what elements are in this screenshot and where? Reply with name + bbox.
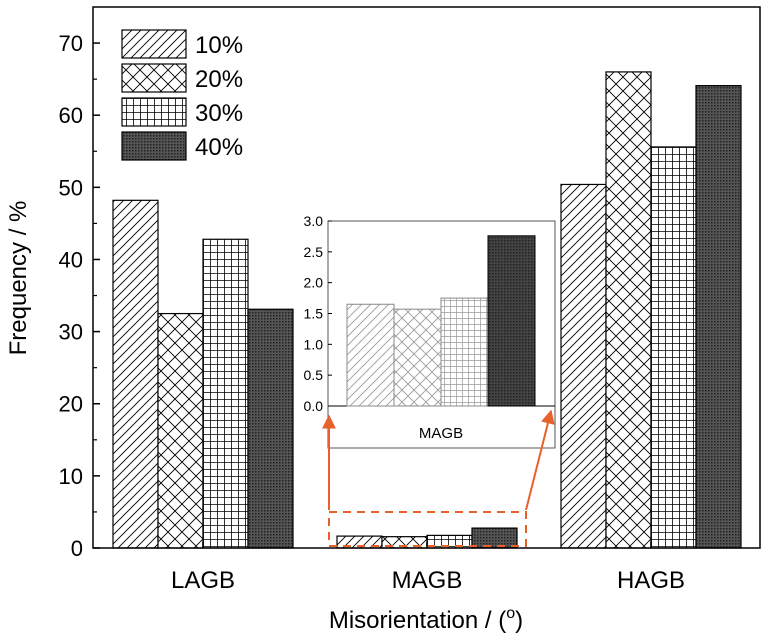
bar-lagb-2 xyxy=(202,238,249,549)
main-axes: 0 10 20 30 40 50 60 70 LAGB MAGB HAGB Misorientatio… xyxy=(5,6,761,634)
inset-bar-1 xyxy=(393,308,442,407)
main-bars xyxy=(112,71,742,549)
legend-swatch xyxy=(121,97,187,127)
inset-y-tick-label: 2.0 xyxy=(304,275,324,291)
bar-hagb-1 xyxy=(605,71,652,549)
y-tick-label: 50 xyxy=(59,175,83,200)
legend-swatch xyxy=(121,131,187,161)
inset-bar-2 xyxy=(440,297,489,407)
bar-hagb-2 xyxy=(650,146,697,549)
inset-y-tick-label: 0.5 xyxy=(304,367,324,383)
legend-label: 40% xyxy=(195,134,243,161)
legend-swatch xyxy=(121,63,187,93)
inset-y-tick-label: 0.0 xyxy=(304,398,324,414)
inset-y-tick-label: 1.0 xyxy=(304,336,324,352)
inset-chart: 0.0 0.5 1.0 1.5 2.0 2.5 3.0 MAGB xyxy=(304,213,556,547)
inset-y-tick-label: 2.5 xyxy=(304,244,324,260)
y-tick-label: 10 xyxy=(59,464,83,489)
legend-label: 20% xyxy=(195,66,243,93)
zoom-arrow-right xyxy=(525,409,555,511)
bar-magb-3 xyxy=(471,527,518,549)
inset-bar-3 xyxy=(487,235,536,407)
inset-bar-0 xyxy=(346,303,395,407)
x-category-label: MAGB xyxy=(392,567,463,594)
y-tick-label: 30 xyxy=(59,320,83,345)
bar-hagb-3 xyxy=(695,85,742,549)
inset-y-tick-label: 3.0 xyxy=(304,213,324,229)
y-tick-label: 20 xyxy=(59,392,83,417)
legend: 10% 20% 30% 40% xyxy=(121,29,243,161)
bar-hagb-0 xyxy=(560,183,607,549)
y-axis-title: Frequency / % xyxy=(5,201,32,356)
legend-label: 10% xyxy=(195,32,243,59)
y-tick-label: 60 xyxy=(59,103,83,128)
inset-category-label: MAGB xyxy=(419,425,463,442)
x-category-label: LAGB xyxy=(171,567,235,594)
legend-swatch xyxy=(121,29,187,59)
y-tick-label: 40 xyxy=(59,247,83,272)
legend-label: 30% xyxy=(195,100,243,127)
x-axis-title: Misorientation / (o) xyxy=(329,605,523,634)
bar-lagb-0 xyxy=(112,199,159,549)
y-tick-label: 70 xyxy=(59,31,83,56)
x-category-label: HAGB xyxy=(617,567,685,594)
inset-y-tick-label: 1.5 xyxy=(304,306,324,322)
y-tick-label: 0 xyxy=(71,536,83,561)
bar-lagb-3 xyxy=(247,308,294,549)
bar-lagb-1 xyxy=(157,312,204,549)
